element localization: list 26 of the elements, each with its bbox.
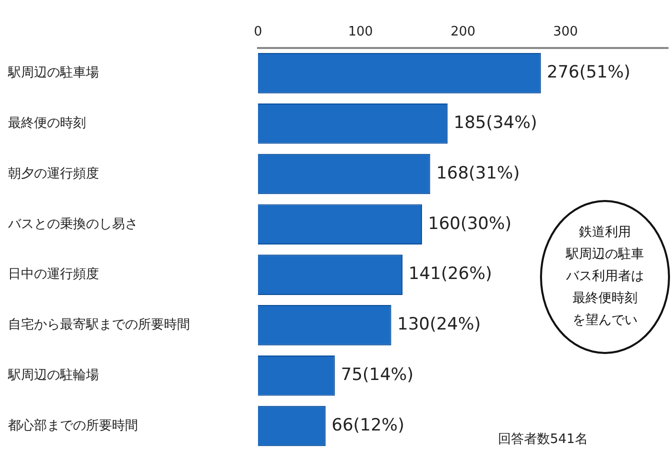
x-tick-label: 100	[348, 24, 373, 40]
data-label: 160(30%)	[428, 214, 512, 234]
data-label: 66(12%)	[332, 415, 404, 436]
x-tick-label: 0	[254, 24, 262, 40]
data-label: 130(24%)	[397, 314, 481, 335]
annotation: 回答者数541名	[498, 431, 588, 448]
y-tick-label: 日中の運行頻度	[8, 266, 99, 282]
annotation: 鉄道利用	[579, 224, 631, 242]
y-tick-label: バスとの乗換のし易さ	[7, 216, 138, 232]
annotation: 最終便時刻	[572, 290, 638, 308]
data-label: 141(26%)	[408, 264, 492, 284]
y-tick-label: 駅周辺の駐輪場	[7, 368, 99, 383]
data-label: 185(34%)	[454, 113, 538, 134]
x-tick-label: 300	[553, 24, 578, 40]
x-tick-label: 200	[450, 24, 476, 40]
y-tick-label: 朝夕の運行頻度	[8, 165, 99, 182]
data-label: 75(14%)	[340, 365, 414, 386]
annotation: 駅周辺の駐車	[566, 246, 644, 264]
y-tick-label: 最終便の時刻	[8, 116, 86, 131]
y-tick-label: 自宅から最寄駅までの所要時間	[8, 316, 190, 333]
annotation: を望んでい	[572, 312, 638, 330]
y-tick-label: 都心部までの所要時間	[8, 417, 138, 434]
data-label: 276(51%)	[546, 62, 630, 83]
data-label: 168(31%)	[436, 163, 520, 184]
y-tick-label: 駅周辺の駐車場	[7, 66, 99, 81]
annotation: バス利用者は	[566, 268, 644, 286]
